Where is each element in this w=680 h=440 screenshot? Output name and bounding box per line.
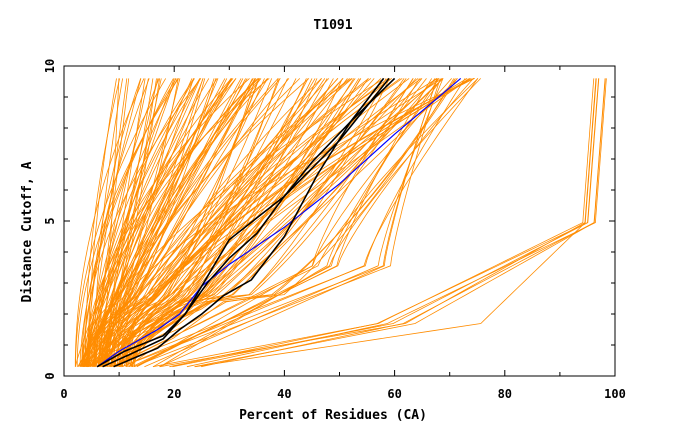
model-curve xyxy=(111,78,279,367)
background-model-lines xyxy=(74,78,607,368)
model-curve xyxy=(119,78,297,367)
x-tick-label: 100 xyxy=(604,387,626,401)
model-curve xyxy=(172,78,600,368)
model-curve xyxy=(85,78,470,367)
series-line-4 xyxy=(102,77,385,368)
model-curve xyxy=(83,78,330,367)
series-line-3 xyxy=(113,77,396,368)
model-curve xyxy=(131,78,361,367)
model-curve xyxy=(94,78,310,367)
model-curve xyxy=(105,78,159,367)
model-curve xyxy=(91,78,301,367)
series-line-1 xyxy=(96,77,462,368)
model-curve xyxy=(159,78,443,368)
x-tick-label: 0 xyxy=(60,387,67,401)
model-curve xyxy=(132,78,309,367)
model-curve xyxy=(136,78,414,368)
series-line-2 xyxy=(96,77,390,368)
model-curve xyxy=(136,78,440,368)
y-tick-label: 5 xyxy=(43,217,57,224)
model-curve xyxy=(93,78,123,367)
x-axis-ticks: 0 20 40 60 80 100 xyxy=(60,66,626,401)
model-curve xyxy=(133,78,288,367)
x-tick-label: 20 xyxy=(167,387,181,401)
model-curve xyxy=(126,78,322,367)
model-curve xyxy=(159,78,438,368)
model-curve xyxy=(89,78,226,367)
model-curve xyxy=(115,78,475,367)
model-curve xyxy=(82,78,403,367)
model-curve xyxy=(110,78,438,367)
y-tick-label: 0 xyxy=(43,372,57,379)
model-curve xyxy=(89,78,440,367)
y-tick-label: 10 xyxy=(43,59,57,73)
model-curve xyxy=(90,78,387,368)
model-curve xyxy=(80,78,470,367)
model-curve xyxy=(159,78,597,368)
model-curve xyxy=(82,78,202,367)
model-curve xyxy=(109,78,466,368)
model-curve xyxy=(96,78,233,367)
model-curve xyxy=(116,78,419,367)
x-tick-label: 60 xyxy=(387,387,401,401)
model-curve xyxy=(79,78,174,367)
model-curve xyxy=(84,78,256,367)
model-curve xyxy=(98,78,160,367)
model-curve xyxy=(75,78,167,367)
model-curve xyxy=(99,78,232,367)
model-curve xyxy=(84,78,120,367)
model-curve xyxy=(102,78,417,367)
y-axis-label: Distance Cutoff, A xyxy=(20,161,35,302)
model-curve xyxy=(93,78,369,367)
model-curve xyxy=(74,78,145,367)
model-curve xyxy=(110,78,369,367)
model-curve xyxy=(103,78,290,367)
model-curve xyxy=(125,78,392,367)
model-curve xyxy=(113,78,452,368)
model-curve xyxy=(121,78,479,368)
chart-title: T1091 xyxy=(313,18,352,33)
model-curve xyxy=(109,78,328,367)
model-curve xyxy=(105,78,253,367)
model-curve xyxy=(82,78,385,367)
model-curve xyxy=(115,78,390,367)
model-curve xyxy=(83,78,201,367)
model-curve xyxy=(95,78,195,367)
model-curve xyxy=(82,78,195,367)
x-tick-label: 40 xyxy=(277,387,291,401)
x-axis-label: Percent of Residues (CA) xyxy=(239,408,427,423)
model-curve xyxy=(101,78,256,367)
model-curve xyxy=(111,78,479,368)
model-curve xyxy=(81,78,142,367)
model-curve xyxy=(87,78,117,367)
x-tick-label: 80 xyxy=(498,387,512,401)
model-curve xyxy=(125,78,313,367)
series-lines xyxy=(96,77,462,368)
model-curve xyxy=(194,78,606,368)
y-axis-ticks: 0 5 10 xyxy=(43,59,615,380)
model-curve xyxy=(127,78,339,367)
model-curve xyxy=(144,78,444,368)
model-curve xyxy=(100,78,350,367)
model-curve xyxy=(186,78,607,368)
model-curve xyxy=(113,78,352,367)
model-curve xyxy=(120,78,260,367)
